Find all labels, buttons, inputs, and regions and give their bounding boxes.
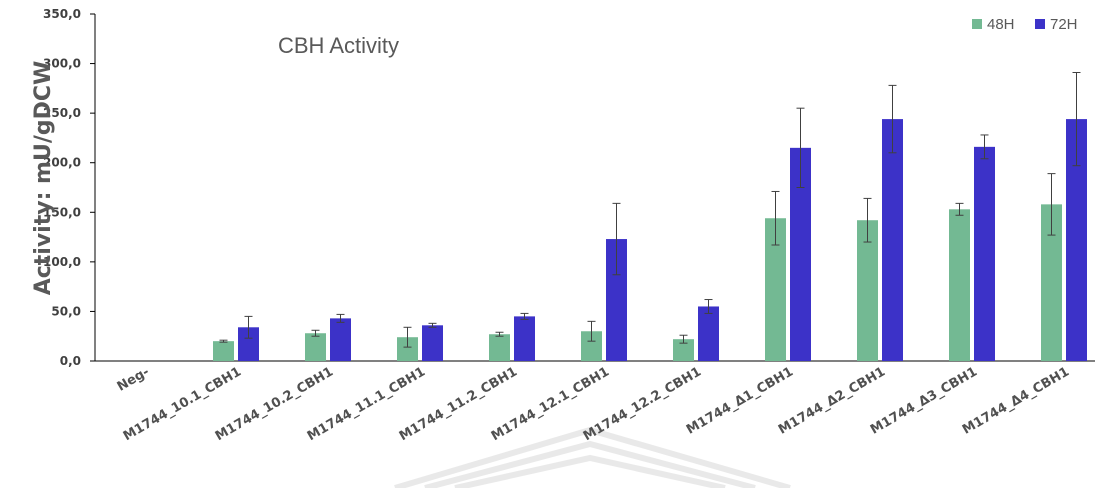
y-tick-label: 50,0 xyxy=(51,304,81,318)
bar-48h-2 xyxy=(305,333,326,361)
bar-48h-6 xyxy=(673,339,694,361)
error-bar-48h-3 xyxy=(403,326,412,348)
plot-area: 0,0 50,0 100,0 150,0 200,0 250,0 300,0 350,0 Ne… xyxy=(43,7,1095,444)
legend-swatch xyxy=(972,19,982,29)
error-bar-48h-7 xyxy=(771,190,780,246)
bar-48h-10 xyxy=(1041,204,1062,361)
bar-48h-7 xyxy=(765,218,786,361)
legend: 48H 72H xyxy=(972,16,1078,33)
legend-item-48h: 48H xyxy=(972,16,1015,33)
error-bar-48h-9 xyxy=(955,202,964,216)
error-bar-72h-1 xyxy=(244,315,253,339)
bar-72h-1 xyxy=(238,327,259,361)
error-bar-48h-6 xyxy=(679,334,688,344)
bar-48h-3 xyxy=(397,337,418,361)
error-bars xyxy=(219,71,1081,348)
x-tick-label: Neg- xyxy=(115,364,152,394)
error-bar-72h-6 xyxy=(704,299,713,314)
y-tick-label: 350,0 xyxy=(43,7,81,21)
bar-72h-5 xyxy=(606,239,627,361)
legend-label: 72H xyxy=(1050,16,1078,33)
watermark xyxy=(394,426,791,488)
bar-72h-7 xyxy=(790,147,811,361)
error-bar-72h-4 xyxy=(520,312,529,320)
bar-72h-6 xyxy=(698,306,719,361)
bars xyxy=(213,119,1087,361)
y-tick-label: 250,0 xyxy=(43,106,81,120)
error-bar-48h-1 xyxy=(219,339,228,343)
error-bar-48h-10 xyxy=(1047,173,1056,236)
legend-item-72h: 72H xyxy=(1035,16,1078,33)
bar-72h-2 xyxy=(330,318,351,361)
error-bar-72h-5 xyxy=(612,202,621,276)
error-bar-72h-2 xyxy=(336,313,345,323)
legend-label: 48H xyxy=(987,16,1015,33)
bar-72h-3 xyxy=(422,325,443,361)
y-tick-label: 100,0 xyxy=(43,255,81,269)
y-ticks: 0,0 50,0 100,0 150,0 200,0 250,0 300,0 350,0 xyxy=(43,7,95,368)
error-bar-72h-3 xyxy=(428,322,437,328)
bar-48h-5 xyxy=(581,331,602,361)
y-tick-label: 300,0 xyxy=(43,57,81,71)
error-bar-48h-8 xyxy=(863,197,872,243)
bar-72h-4 xyxy=(514,316,535,361)
y-tick-label: 0,0 xyxy=(60,354,81,368)
error-bar-48h-4 xyxy=(495,331,504,337)
x-tick-labels: Neg-M1744_10.1_CBH1M1744_10.2_CBH1M1744_… xyxy=(115,364,1072,444)
error-bar-72h-8 xyxy=(888,84,897,154)
bar-72h-10 xyxy=(1066,119,1087,361)
y-axis-title: Activity: mU/gDCW xyxy=(31,61,56,296)
bar-72h-8 xyxy=(882,119,903,361)
bar-48h-4 xyxy=(489,334,510,361)
y-tick-label: 200,0 xyxy=(43,156,81,170)
bar-48h-1 xyxy=(213,341,234,361)
y-tick-label: 150,0 xyxy=(43,205,81,219)
legend-swatch xyxy=(1035,19,1045,29)
error-bar-48h-5 xyxy=(587,320,596,342)
bar-48h-9 xyxy=(949,209,970,361)
error-bar-72h-10 xyxy=(1072,71,1081,167)
chart-title: CBH Activity xyxy=(278,33,399,58)
bar-48h-8 xyxy=(857,220,878,361)
error-bar-48h-2 xyxy=(311,329,320,337)
error-bar-72h-7 xyxy=(796,107,805,188)
error-bar-72h-9 xyxy=(980,134,989,160)
bar-72h-9 xyxy=(974,146,995,361)
